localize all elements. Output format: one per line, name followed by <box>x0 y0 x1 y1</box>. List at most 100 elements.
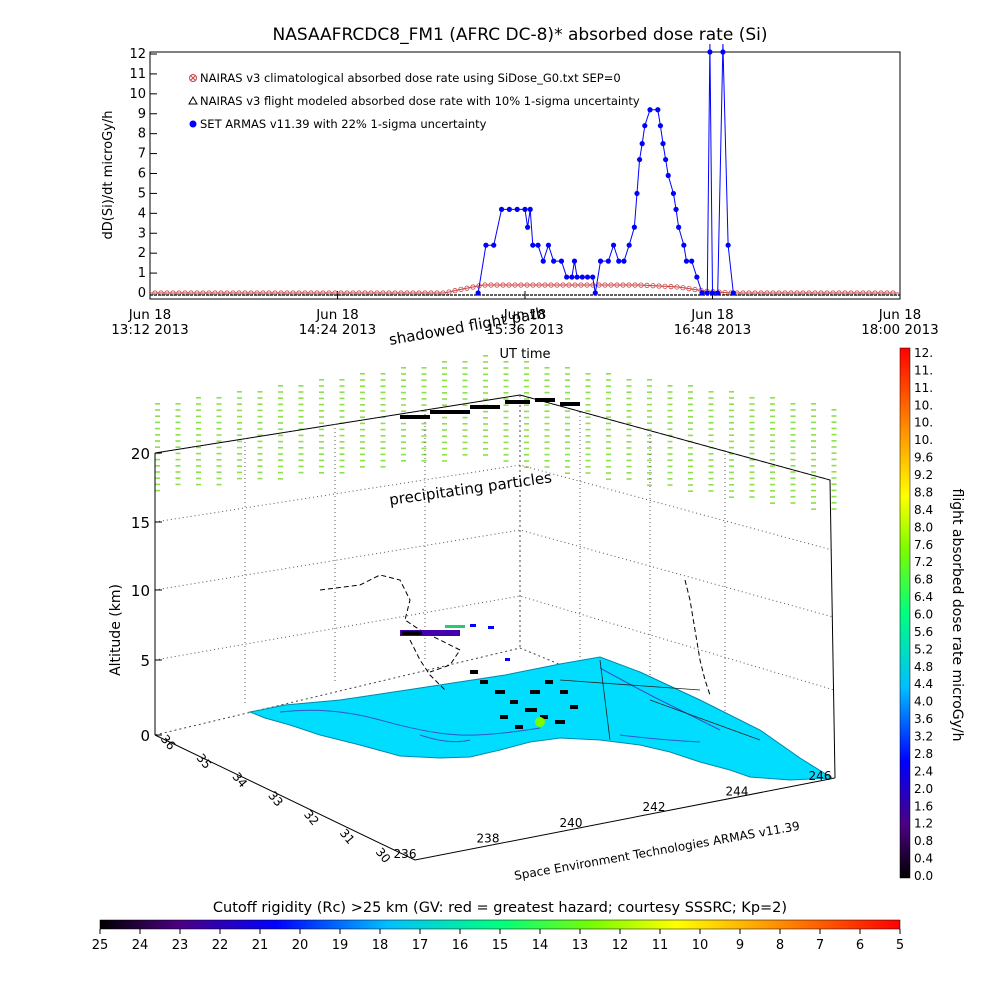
particle-mark <box>811 440 816 442</box>
particle-mark <box>278 478 283 480</box>
data-point <box>566 282 572 288</box>
data-point <box>572 282 578 288</box>
series-layer <box>150 44 900 296</box>
cutoff-rigidity-colorbar: Cutoff rigidity (Rc) >25 km (GV: red = g… <box>92 900 904 953</box>
particle-mark <box>524 447 529 450</box>
particle-mark <box>278 416 283 418</box>
data-point <box>558 258 565 264</box>
data-point <box>621 258 627 264</box>
particle-mark <box>524 416 529 419</box>
particle-mark <box>196 403 201 405</box>
particle-mark <box>339 385 345 387</box>
data-point <box>660 141 666 147</box>
particle-mark <box>462 435 468 437</box>
particle-mark <box>544 447 550 450</box>
particle-mark <box>585 373 591 375</box>
particle-mark <box>380 397 386 400</box>
particle-mark <box>811 496 816 498</box>
data-point <box>673 206 679 212</box>
particle-mark <box>688 490 693 492</box>
particle-mark <box>831 495 837 498</box>
particle-mark <box>544 373 550 375</box>
particle-mark <box>380 447 386 449</box>
x-tick-label-time: 13:12 2013 <box>111 322 189 338</box>
particle-mark <box>585 385 591 387</box>
data-point <box>494 282 500 288</box>
data-point <box>657 123 664 129</box>
particle-mark <box>647 441 652 443</box>
data-point <box>636 156 643 163</box>
particle-mark <box>708 415 714 418</box>
data-point <box>554 282 560 288</box>
high-altitude-trace <box>400 398 580 419</box>
particle-mark <box>708 440 714 443</box>
particle-mark <box>790 496 796 498</box>
particle-mark <box>606 391 611 394</box>
particle-mark <box>401 429 406 431</box>
particle-mark <box>606 373 611 375</box>
particle-mark <box>503 410 509 413</box>
particle-mark <box>708 471 714 474</box>
particle-mark <box>606 379 611 381</box>
particle-mark <box>544 379 550 381</box>
particle-mark <box>626 403 632 406</box>
particle-mark <box>257 465 263 467</box>
particle-mark <box>626 385 632 387</box>
particle-mark <box>565 391 570 394</box>
colorbar-tick-label: 7.2 <box>914 555 933 569</box>
colorbar-tick-label: 14 <box>532 938 549 953</box>
particle-mark <box>483 367 488 369</box>
colorbar-tick-label: 2.4 <box>914 764 933 778</box>
particle-mark <box>708 397 714 399</box>
particle-mark <box>667 478 673 480</box>
particle-mark <box>770 465 775 467</box>
particle-mark <box>565 373 570 375</box>
particle-mark <box>544 435 550 437</box>
particle-mark <box>421 398 427 400</box>
particle-mark <box>360 404 365 406</box>
particle-mark <box>401 422 406 425</box>
colorbar-label: flight absorbed dose rate microGy/h <box>949 489 965 742</box>
particle-mark <box>216 421 222 424</box>
legend-label: SET ARMAS v11.39 with 22% 1-sigma uncert… <box>200 117 487 131</box>
particle-mark <box>667 422 673 424</box>
particle-mark <box>708 484 714 486</box>
particle-mark <box>544 460 550 462</box>
colorbar-ticks: 25 24 23 22 21 20 19 18 17 16 15 14 13 12 11 10 9 8 7 6 5 <box>92 929 904 953</box>
particle-mark <box>811 415 816 417</box>
particle-mark <box>790 477 796 479</box>
colorbar-tick-label: 8 <box>776 938 784 953</box>
particle-mark <box>503 423 509 425</box>
x-tick-label-date: Jun 18 <box>128 307 172 323</box>
legend-marker-triangle-icon <box>188 95 198 105</box>
particle-mark <box>524 435 529 437</box>
colorbar-tick-label: 17 <box>412 938 429 953</box>
colorbar-tick-label: 6.4 <box>914 590 933 604</box>
particle-mark <box>421 404 427 406</box>
data-point <box>446 289 452 295</box>
longitude-tick-label: 238 <box>477 831 500 845</box>
particle-mark <box>770 459 775 461</box>
colorbar-tick-label: 0.0 <box>914 869 933 883</box>
particle-mark <box>216 428 222 430</box>
particle-mark <box>483 429 488 431</box>
particle-mark <box>831 427 837 430</box>
particle-mark <box>524 429 529 431</box>
particle-mark <box>483 423 488 425</box>
colorbar-tick-label: 11. <box>914 381 933 395</box>
data-point <box>482 282 488 288</box>
particle-mark <box>565 398 570 400</box>
shadowed-flight-path-marks <box>470 670 578 729</box>
particle-mark <box>688 447 693 449</box>
particle-mark <box>831 489 837 492</box>
particle-mark <box>688 459 693 461</box>
particle-mark <box>524 410 529 413</box>
particle-mark <box>360 391 365 394</box>
particle-mark <box>647 385 652 387</box>
particle-mark <box>749 477 755 480</box>
particle-mark <box>401 398 406 400</box>
y-tick-label: 6 <box>138 167 146 182</box>
y-tick-label: 12 <box>129 47 146 62</box>
particle-mark <box>606 441 611 443</box>
particle-mark <box>155 446 160 448</box>
